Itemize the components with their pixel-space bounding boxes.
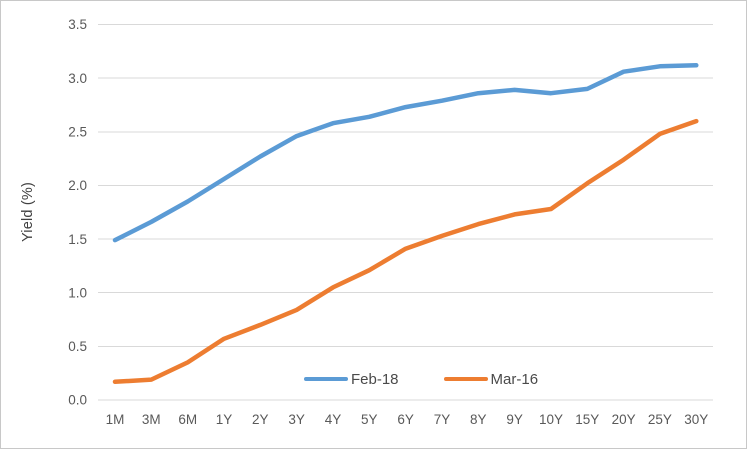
x-tick-label: 9Y — [506, 412, 523, 427]
x-tick-label: 8Y — [470, 412, 487, 427]
x-tick-label: 20Y — [612, 412, 636, 427]
legend: Feb-18 Mar-16 — [304, 367, 538, 391]
x-tick-label: 4Y — [325, 412, 342, 427]
y-tick-label: 3.0 — [68, 71, 87, 86]
y-axis-title: Yield (%) — [20, 181, 36, 243]
x-tick-label: 2Y — [252, 412, 269, 427]
legend-label-mar-16: Mar-16 — [490, 370, 539, 388]
x-axis-tick-labels: 1M 3M 6M 1Y 2Y 3Y 4Y 5Y 6Y 7Y 8Y 9Y 10Y 15Y 20Y 25Y 30Y — [106, 412, 709, 427]
x-tick-label: 25Y — [648, 412, 672, 427]
legend-label-feb-18: Feb-18 — [351, 370, 399, 388]
x-tick-label: 5Y — [361, 412, 378, 427]
legend-item-feb-18: Feb-18 — [304, 371, 399, 388]
y-axis-tick-labels: 0.0 0.5 1.0 1.5 2.0 2.5 3.0 3.5 — [68, 17, 87, 408]
series-lines — [112, 63, 699, 385]
x-tick-label: 1M — [106, 412, 125, 427]
x-tick-label: 30Y — [684, 412, 708, 427]
x-tick-label: 15Y — [575, 412, 599, 427]
y-tick-label: 1.5 — [68, 232, 87, 247]
series-line-feb-18 — [112, 63, 699, 243]
legend-item-mar-16: Mar-16 — [443, 370, 539, 388]
y-tick-label: 2.0 — [68, 178, 87, 193]
mar-16-line-swatch — [443, 376, 488, 382]
x-tick-label: 1Y — [216, 412, 233, 427]
gridlines — [98, 24, 713, 401]
y-tick-label: 2.5 — [68, 125, 87, 140]
y-tick-label: 0.5 — [68, 339, 87, 354]
y-tick-label: 3.5 — [68, 17, 87, 32]
x-tick-label: 7Y — [434, 412, 451, 427]
x-tick-label: 6M — [178, 412, 197, 427]
x-tick-label: 10Y — [539, 412, 563, 427]
y-tick-label: 1.0 — [68, 285, 87, 300]
series-line-mar-16 — [112, 118, 699, 385]
x-tick-label: 3Y — [288, 412, 305, 427]
y-tick-label: 0.0 — [68, 393, 87, 408]
x-tick-label: 3M — [142, 412, 161, 427]
feb-18-line-swatch — [304, 376, 348, 382]
x-tick-label: 6Y — [397, 412, 414, 427]
